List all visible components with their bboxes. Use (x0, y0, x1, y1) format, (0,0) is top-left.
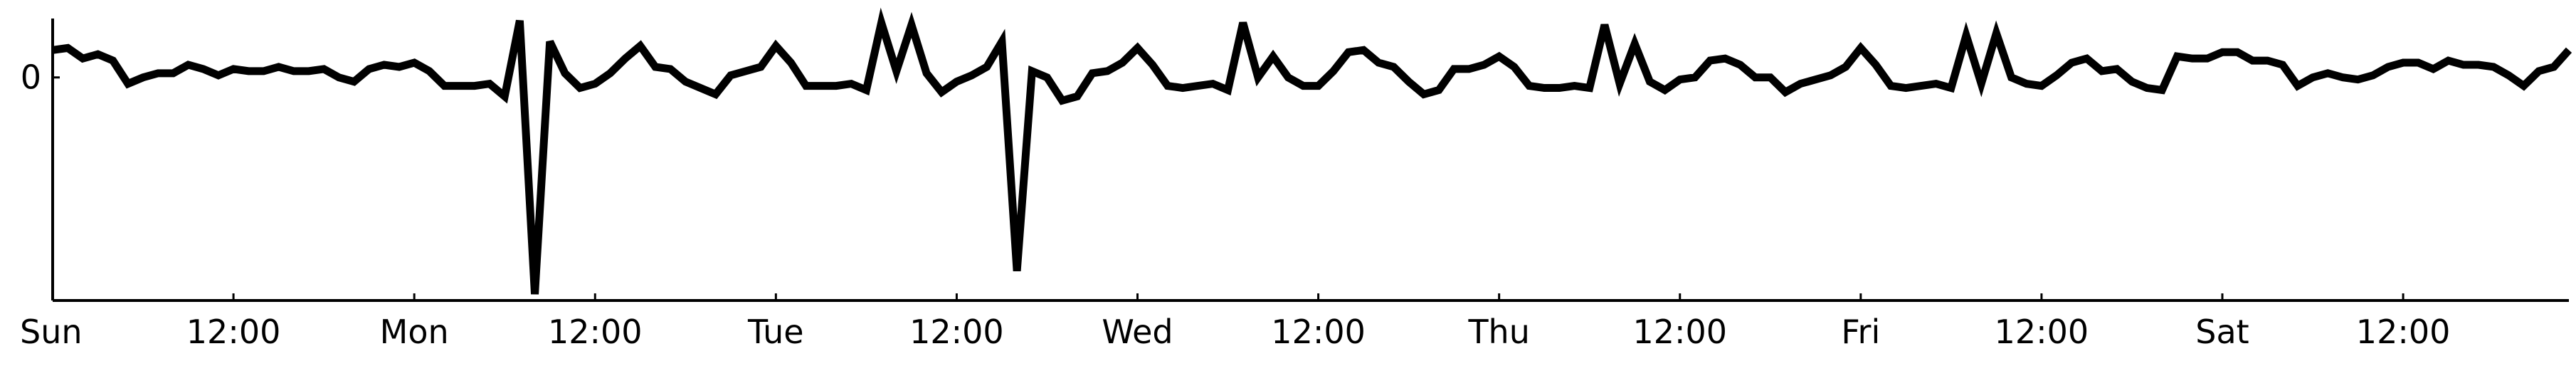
x-tick-label: 12:00 (909, 313, 1004, 351)
x-tick-label: Sun (20, 313, 83, 351)
x-tick-label: Fri (1841, 313, 1880, 351)
x-tick-label: 12:00 (548, 313, 643, 351)
labels-layer: Sun 12:00 Mon 12:00 Tue 12:00 Wed 12:00 Thu 12:00… (20, 58, 2450, 351)
x-tick-label: Tue (747, 313, 804, 351)
x-tick-label: Wed (1102, 313, 1173, 351)
series-line (52, 7, 2572, 295)
axes-layer (51, 19, 2569, 302)
x-tick-label: 12:00 (2356, 313, 2451, 351)
ticks-layer (51, 76, 2405, 300)
x-tick-label: Thu (1467, 313, 1529, 351)
x-tick-label: 12:00 (1995, 313, 2089, 351)
x-tick-label: 12:00 (1271, 313, 1366, 351)
x-tick-label: 12:00 (186, 313, 281, 351)
x-tick-label: Mon (380, 313, 449, 351)
x-tick-label: Sat (2195, 313, 2249, 351)
series-layer (52, 7, 2572, 295)
y-tick-label: 0 (21, 58, 41, 97)
x-tick-label: 12:00 (1632, 313, 1727, 351)
